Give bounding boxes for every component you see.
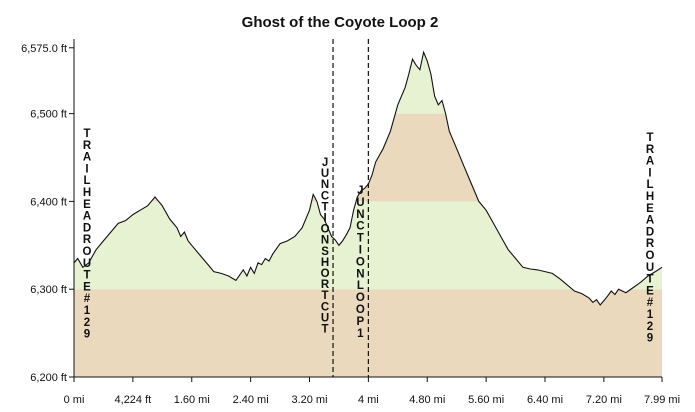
x-tick-label: 4.80 mi [409,394,445,406]
x-tick-label: 5.60 mi [468,394,504,406]
waypoint-label: T R A I L H E A D R O U T E #1 2 9 [83,128,92,341]
junction-markers: J U N C T I O N S H O R T C U T J U N C T I O N L O O P 1 [321,39,369,377]
x-axis-ticks: 0 mi 4,224 ft 1.60 mi 2.40 mi 3.20 mi 4 mi 4.8… [64,377,680,406]
x-tick-label: 7.99 mi [644,394,680,406]
x-tick-label: 6.40 mi [527,394,563,406]
x-tick-label: 4,224 ft [115,394,152,406]
x-tick-label: 7.20 mi [586,394,622,406]
x-tick-label: 1.60 mi [174,394,210,406]
waypoint-labels: T R A I L H E A D R O U T E #1 2 9 T R A I L H E A D R O U T E #1 2 9 [83,128,655,345]
x-tick-label: 0 mi [64,394,85,406]
y-tick-label: 6,300 ft [30,284,67,296]
y-tick-label: 6,575.0 ft [21,43,67,55]
chart-title: Ghost of the Coyote Loop 2 [242,14,439,31]
x-tick-label: 4 mi [358,394,379,406]
y-tick-label: 6,400 ft [30,196,67,208]
elevation-profile-line [73,50,663,306]
waypoint-label: T R A I L H E A D R O U T E #1 2 9 [646,132,655,345]
x-tick-label: 3.20 mi [291,394,327,406]
y-tick-label: 6,200 ft [30,372,67,384]
y-tick-label: 6,500 ft [30,109,67,121]
x-tick-label: 2.40 mi [233,394,269,406]
y-axis-ticks: 6,200 ft 6,300 ft 6,400 ft 6,500 ft 6,575.0 … [21,43,74,384]
